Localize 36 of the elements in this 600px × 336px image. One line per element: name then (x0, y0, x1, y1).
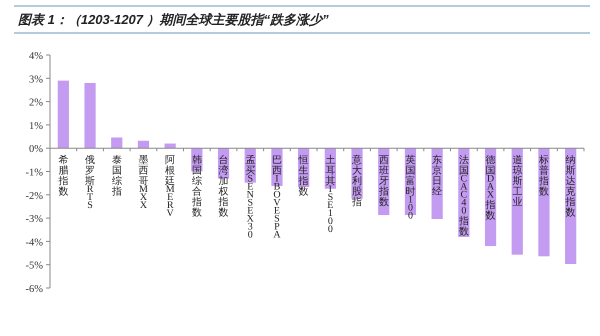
x-tick-label: 韩国综合指数 (190, 154, 202, 219)
y-tick-label: 2% (29, 98, 44, 109)
category-label: 法国CAC40指数 (458, 155, 469, 238)
x-tick-label: 泰国综指 (110, 155, 122, 198)
x-tick-label: 恒生指数 (298, 154, 309, 198)
x-tick-label: 德国DAX指数 (484, 155, 496, 222)
y-tick-label: 0% (29, 144, 44, 156)
x-tick-label: 西班牙指数 (378, 155, 389, 208)
x-tick-label: 意大利股指 (351, 154, 362, 208)
chart-title: 图表 1：（1203-1207 ）期间全球主要股指“跌多涨少” (18, 12, 330, 27)
x-tick-label: 俄罗斯RTS (85, 154, 96, 212)
x-tick-label: 台湾加权指数 (218, 154, 229, 219)
x-tick-label: 纳斯达克指数 (564, 154, 576, 219)
x-tick-label: 道琼斯工业 (512, 154, 522, 208)
x-tick-label: 东京日经 (432, 154, 442, 198)
category-label: 孟买SENSEX30 (245, 155, 256, 241)
x-tick-label: 墨西哥MXX (138, 155, 148, 212)
x-tick-label: 英国富时100 (405, 154, 416, 222)
x-tick-label: 希腊指数 (57, 154, 68, 198)
y-tick-label: -5% (26, 260, 44, 272)
category-label: 巴西IBOVESPA (272, 155, 282, 241)
bar (84, 82, 96, 148)
x-tick-label: 阿根廷MERV (164, 155, 176, 220)
y-tick-label: -4% (26, 237, 44, 248)
bar (138, 140, 150, 148)
bar (58, 80, 69, 148)
y-tick-label: -2% (26, 190, 44, 202)
bar (111, 137, 122, 148)
category-label: 土耳其ISE100 (325, 155, 336, 236)
y-tick-label: -6% (26, 284, 44, 295)
x-tick-label: 标普指数 (538, 154, 549, 198)
y-tick-label: -1% (26, 168, 44, 178)
y-tick-label: 3% (29, 74, 44, 86)
y-tick-label: 1% (29, 120, 44, 132)
y-tick-label: 4% (29, 51, 44, 62)
y-tick-label: -3% (26, 214, 44, 226)
